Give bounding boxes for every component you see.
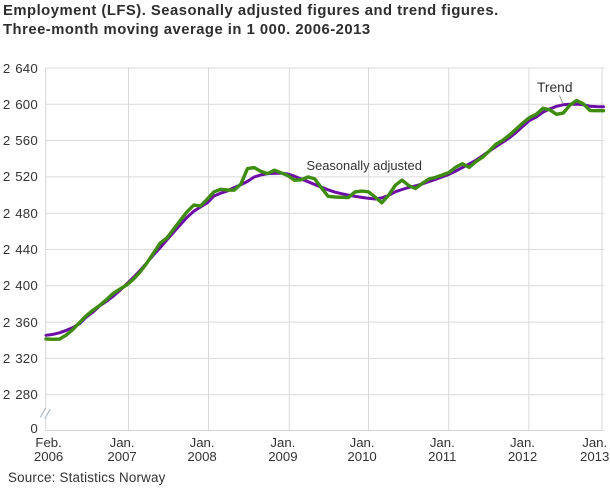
- x-tick-month: Jan.: [510, 435, 535, 451]
- x-tick-month: Feb.: [35, 435, 62, 451]
- chart-title-line2: Three-month moving average in 1 000. 200…: [3, 21, 371, 38]
- y-tick-label: 2 400: [2, 278, 38, 294]
- y-tick-label: 0: [30, 421, 38, 437]
- y-tick-label: 2 440: [2, 242, 38, 257]
- x-tick-label: Jan. 2013: [565, 436, 610, 464]
- y-tick-label: 2 280: [2, 387, 38, 403]
- x-tick-year: 2006: [33, 449, 64, 465]
- axis-break-icon: [44, 408, 51, 419]
- y-tick-label: 2 520: [2, 169, 38, 185]
- chart-title-line1: Employment (LFS). Seasonally adjusted fi…: [3, 3, 499, 19]
- x-tick-label: Feb. 2006: [19, 436, 79, 464]
- y-tick-label: 2 600: [2, 96, 38, 112]
- x-tick-month: Jan.: [349, 435, 375, 451]
- chart-title: Employment (LFS). Seasonally adjusted fi…: [3, 2, 610, 39]
- series-label-trend: Trend: [537, 79, 573, 95]
- x-tick-month: Jan.: [582, 435, 608, 451]
- series-label-seasonally-adjusted: Seasonally adjusted: [306, 158, 422, 173]
- x-tick-year: 2009: [268, 449, 298, 465]
- y-tick-label: 2 640: [2, 60, 38, 76]
- x-tick-label: Jan. 2012: [493, 436, 553, 464]
- series-line-seasonally-adjusted: [44, 98, 606, 341]
- y-tick-label: 2 320: [2, 350, 38, 366]
- x-tick-year: 2008: [187, 449, 217, 465]
- x-tick-year: 2013: [580, 449, 610, 465]
- x-tick-year: 2012: [507, 449, 538, 465]
- x-tick-label: Jan. 2009: [253, 436, 313, 464]
- y-tick-label: 2 560: [2, 133, 38, 149]
- x-tick-year: 2010: [347, 449, 377, 465]
- axis-break-icon: [39, 407, 47, 418]
- x-tick-label: Jan. 2008: [172, 436, 232, 464]
- x-tick-month: Jan.: [429, 435, 455, 451]
- y-tick-label: 2 480: [2, 205, 38, 221]
- trend-callout-line: [559, 95, 564, 104]
- x-tick-month: Jan.: [189, 435, 215, 451]
- y-tick-label: 2 360: [2, 314, 38, 330]
- series-line-trend: [44, 102, 605, 337]
- x-tick-month: Jan.: [270, 435, 296, 451]
- x-tick-label: Jan. 2010: [332, 436, 392, 464]
- x-tick-year: 2011: [428, 449, 457, 465]
- source-credit: Source: Statistics Norway: [8, 470, 166, 485]
- x-tick-year: 2007: [107, 449, 137, 465]
- x-tick-label: Jan. 2011: [412, 436, 472, 464]
- x-tick-label: Jan. 2007: [92, 436, 152, 464]
- x-tick-month: Jan.: [109, 435, 135, 451]
